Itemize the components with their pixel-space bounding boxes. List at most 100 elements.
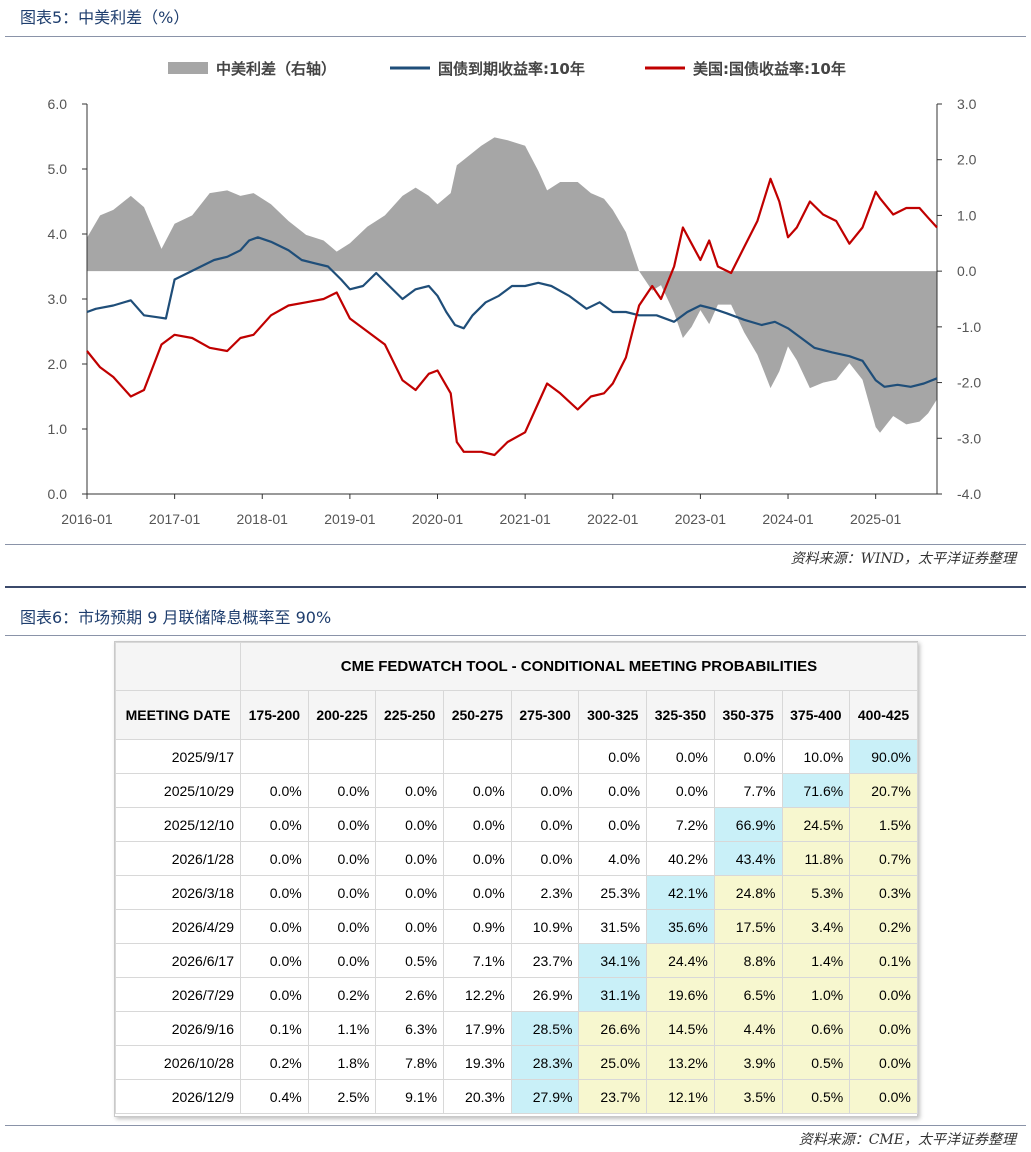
table-row: 2026/4/29 0.0% 0.0% 0.0% 0.9% 10.9% 31.5% 35.6%…: [115, 909, 918, 944]
meeting-date-cell: 2025/10/29: [115, 773, 241, 808]
probability-cell: 0.0%: [849, 1045, 918, 1080]
probability-cell: 1.5%: [849, 807, 918, 842]
probability-cell: 0.7%: [849, 841, 918, 876]
probability-cell: 10.0%: [781, 739, 851, 774]
legend-label: 国债到期收益率:10年: [438, 60, 585, 78]
table-body: 2025/9/17 0.0% 0.0% 0.0% 10.0% 90.0% 2025/10/2…: [115, 739, 918, 1114]
probability-cell: 23.7%: [510, 943, 580, 978]
divider: [5, 635, 1026, 636]
probability-cell: 4.0%: [578, 841, 648, 876]
probability-cell: 24.5%: [781, 807, 851, 842]
probability-cell: 3.4%: [781, 909, 851, 944]
probability-cell: 43.4%: [713, 841, 783, 876]
probability-cell: 0.0%: [849, 1011, 918, 1046]
probability-cell: 7.8%: [375, 1045, 445, 1080]
table-header-row: MEETING DATE 175-200 200-225 225-250 250-275…: [115, 690, 918, 740]
probability-cell: 31.1%: [578, 977, 648, 1012]
table-row: 2026/3/18 0.0% 0.0% 0.0% 0.0% 2.3% 25.3% 42.1% 2…: [115, 875, 918, 910]
probability-cell: 7.1%: [443, 943, 512, 978]
probability-cell: 0.0%: [646, 739, 715, 774]
table-row: 2026/12/9 0.4% 2.5% 9.1% 20.3% 27.9% 23.7% 12.1…: [115, 1079, 918, 1114]
probability-cell: 0.0%: [240, 875, 309, 910]
probability-cell: 12.2%: [443, 977, 512, 1012]
probability-cell: 28.3%: [510, 1045, 580, 1080]
probability-cell: 25.3%: [578, 875, 648, 910]
right-tick-label: -1.0: [957, 319, 981, 335]
table-row: 2025/9/17 0.0% 0.0% 0.0% 10.0% 90.0%: [115, 739, 918, 774]
meeting-date-cell: 2025/9/17: [115, 739, 241, 774]
header-rate-range: 375-400: [781, 690, 851, 740]
probability-cell: 0.0%: [307, 909, 377, 944]
left-tick-label: 5.0: [48, 161, 68, 177]
meeting-date-cell: 2026/9/16: [115, 1011, 241, 1046]
header-rate-range: 250-275: [443, 690, 512, 740]
left-tick-label: 6.0: [48, 96, 68, 112]
probability-cell: 0.0%: [240, 807, 309, 842]
table-corner: [115, 642, 241, 691]
fedwatch-table-container: CME FEDWATCH TOOL - CONDITIONAL MEETING …: [114, 641, 918, 1117]
probability-cell: 0.0%: [713, 739, 783, 774]
table-row: 2026/9/16 0.1% 1.1% 6.3% 17.9% 28.5% 26.6% 14.5…: [115, 1011, 918, 1046]
probability-cell: 0.3%: [849, 875, 918, 910]
probability-cell: 7.7%: [713, 773, 783, 808]
divider: [5, 1125, 1026, 1126]
header-rate-range: 175-200: [240, 690, 309, 740]
probability-cell: 14.5%: [646, 1011, 715, 1046]
legend-label: 中美利差（右轴）: [216, 60, 336, 78]
x-tick-label: 2023-01: [675, 511, 727, 527]
probability-cell: 10.9%: [510, 909, 580, 944]
probability-cell: 0.0%: [578, 739, 648, 774]
probability-cell: 4.4%: [713, 1011, 783, 1046]
series-lines: [86, 177, 938, 457]
left-tick-label: 1.0: [48, 421, 68, 437]
probability-cell: 40.2%: [646, 841, 715, 876]
china-yield-line: [86, 236, 938, 388]
probability-cell: 0.0%: [849, 1079, 918, 1114]
probability-cell: 0.5%: [781, 1045, 851, 1080]
x-tick-label: 2022-01: [587, 511, 639, 527]
x-tick-label: 2024-01: [762, 511, 814, 527]
probability-cell: 20.7%: [849, 773, 918, 808]
table-row: 2026/6/17 0.0% 0.0% 0.5% 7.1% 23.7% 34.1% 24.4%…: [115, 943, 918, 978]
probability-cell: 0.0%: [510, 807, 580, 842]
header-rate-range: 350-375: [713, 690, 783, 740]
right-tick-label: 0.0: [957, 263, 977, 279]
probability-cell: 31.5%: [578, 909, 648, 944]
probability-cell: 7.2%: [646, 807, 715, 842]
header-rate-range: 400-425: [849, 690, 918, 740]
probability-cell: 19.3%: [443, 1045, 512, 1080]
probability-cell: 0.0%: [240, 909, 309, 944]
probability-cell: 0.0%: [307, 943, 377, 978]
probability-cell: 66.9%: [713, 807, 783, 842]
fedwatch-table: CME FEDWATCH TOOL - CONDITIONAL MEETING …: [115, 642, 918, 1114]
probability-cell: 27.9%: [510, 1079, 580, 1114]
figure-title-spread: 图表5：中美利差（%）: [20, 8, 190, 27]
legend-label: 美国:国债收益率:10年: [693, 60, 846, 78]
probability-cell: 6.3%: [375, 1011, 445, 1046]
probability-cell: 11.8%: [781, 841, 851, 876]
probability-cell: 0.0%: [375, 909, 445, 944]
probability-cell: 71.6%: [781, 773, 851, 808]
table-row: 2026/1/28 0.0% 0.0% 0.0% 0.0% 0.0% 4.0% 40.2% 43…: [115, 841, 918, 876]
chart-legend: 中美利差（右轴） 国债到期收益率:10年 美国:国债收益率:10年: [168, 60, 846, 78]
header-rate-range: 300-325: [578, 690, 648, 740]
probability-cell: 19.6%: [646, 977, 715, 1012]
meeting-date-cell: 2026/12/9: [115, 1079, 241, 1114]
probability-cell: 0.1%: [240, 1011, 309, 1046]
probability-cell: 0.0%: [307, 773, 377, 808]
source-note: 资料来源：WIND，太平洋证券整理: [790, 551, 1016, 567]
probability-cell: 0.2%: [307, 977, 377, 1012]
probability-cell: 20.3%: [443, 1079, 512, 1114]
section-divider: [5, 586, 1026, 588]
probability-cell: 9.1%: [375, 1079, 445, 1114]
probability-cell: 0.0%: [375, 875, 445, 910]
probability-cell: 0.0%: [578, 807, 648, 842]
probability-cell: 26.9%: [510, 977, 580, 1012]
probability-cell: 1.4%: [781, 943, 851, 978]
left-tick-label: 4.0: [48, 226, 68, 242]
probability-cell: 2.3%: [510, 875, 580, 910]
header-rate-range: 325-350: [646, 690, 715, 740]
probability-cell: 0.5%: [781, 1079, 851, 1114]
probability-cell: 1.1%: [307, 1011, 377, 1046]
probability-cell: 0.9%: [443, 909, 512, 944]
